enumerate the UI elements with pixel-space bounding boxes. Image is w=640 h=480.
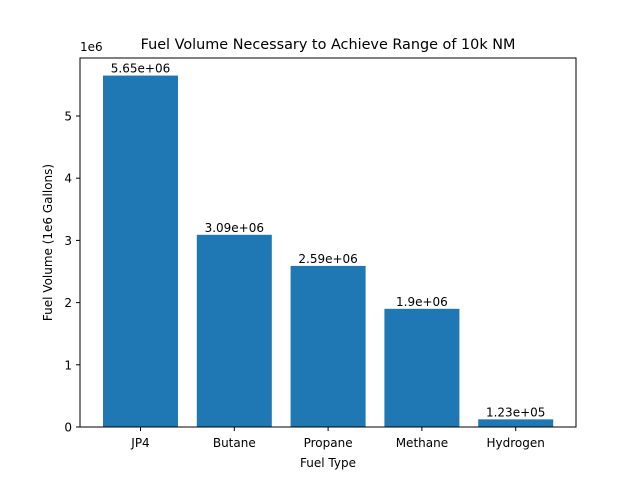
- value-label-jp4: 5.65e+06: [111, 62, 170, 76]
- x-tick-label-jp4: JP4: [130, 436, 149, 450]
- y-offset-label: 1e6: [80, 40, 103, 54]
- value-label-hydrogen: 1.23e+05: [486, 405, 545, 419]
- bar-butane: [196, 234, 272, 427]
- x-tick-label-methane: Methane: [396, 436, 448, 450]
- y-tick-label: 4: [64, 172, 72, 186]
- y-tick-label: 5: [64, 110, 72, 124]
- value-labels-group: 5.65e+06 3.09e+06 2.59e+06 1.9e+06 1.23e+05: [111, 62, 546, 420]
- bar-jp4: [103, 75, 178, 427]
- bar-methane: [384, 308, 460, 427]
- x-tick-label-butane: Butane: [213, 436, 256, 450]
- y-tick-label: 3: [64, 234, 72, 248]
- chart-title: Fuel Volume Necessary to Achieve Range o…: [141, 37, 516, 53]
- bars-group: [103, 75, 554, 427]
- bar-propane: [290, 265, 366, 427]
- y-axis: 0 1 2 3 4 5: [64, 110, 80, 435]
- y-tick-label: 2: [64, 296, 72, 310]
- value-label-propane: 2.59e+06: [298, 252, 357, 266]
- x-axis-title: Fuel Type: [300, 456, 356, 470]
- x-tick-label-hydrogen: Hydrogen: [487, 436, 545, 450]
- y-axis-title: Fuel Volume (1e6 Gallons): [41, 164, 55, 321]
- value-label-butane: 3.09e+06: [205, 221, 264, 235]
- y-tick-label: 0: [64, 421, 72, 435]
- value-label-methane: 1.9e+06: [396, 295, 448, 309]
- x-axis: JP4 Butane Propane Methane Hydrogen: [130, 427, 545, 450]
- bar-hydrogen: [478, 419, 554, 427]
- y-tick-label: 1: [64, 358, 72, 372]
- x-tick-label-propane: Propane: [304, 436, 353, 450]
